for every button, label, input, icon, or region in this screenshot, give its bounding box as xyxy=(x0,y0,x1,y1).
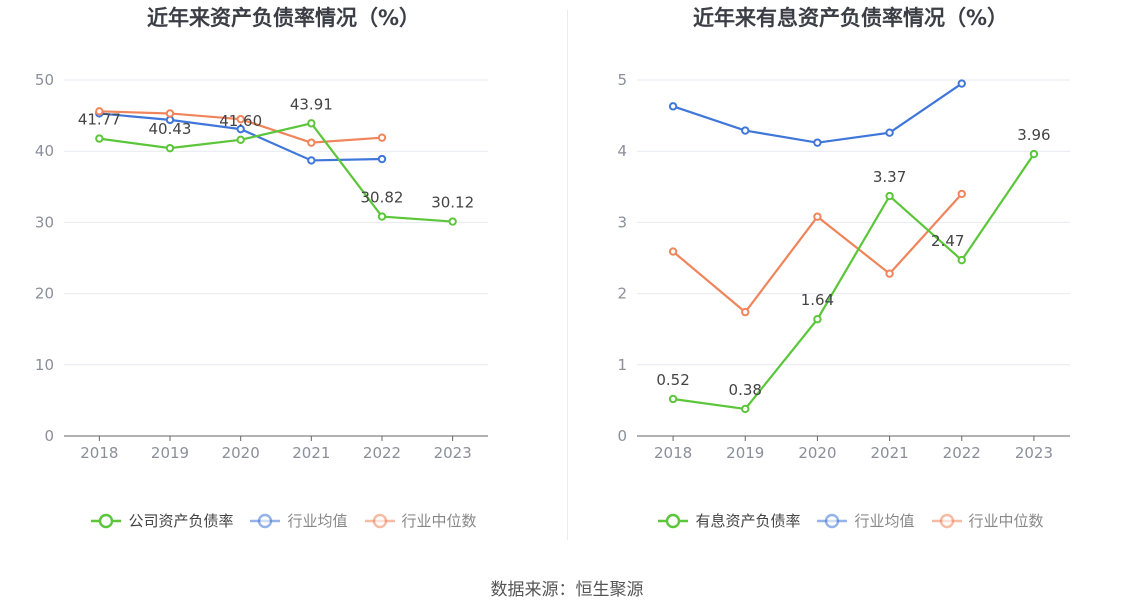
data-point xyxy=(377,212,387,221)
y-tick-label: 2 xyxy=(617,285,627,303)
data-point xyxy=(307,119,316,128)
legend-marker-icon xyxy=(658,513,689,528)
legend-marker-icon xyxy=(250,513,281,528)
legend-item[interactable]: 公司资产负债率 xyxy=(90,510,233,531)
data-point xyxy=(377,133,387,142)
data-point xyxy=(448,217,457,226)
data-label: 3.37 xyxy=(873,168,906,186)
series-line xyxy=(672,153,1035,411)
legend-item[interactable]: 行业中位数 xyxy=(364,510,477,531)
data-label: 43.91 xyxy=(290,95,333,113)
legend: 有息资产负债率 行业均值 行业中位数 xyxy=(567,510,1134,531)
chart-title: 近年来有息资产负债率情况（%） xyxy=(692,6,1009,30)
y-tick-label: 30 xyxy=(35,213,54,231)
legend-label: 有息资产负债率 xyxy=(695,512,801,530)
x-tick-label: 2021 xyxy=(870,444,908,462)
data-point xyxy=(165,143,175,153)
data-label: 0.38 xyxy=(729,381,762,399)
series-line xyxy=(672,82,963,144)
data-point xyxy=(236,114,245,124)
data-point xyxy=(741,307,750,317)
legend-marker-icon xyxy=(91,513,122,528)
legend-marker-icon xyxy=(817,513,848,528)
data-point xyxy=(1029,149,1039,159)
x-tick-label: 2019 xyxy=(151,444,189,462)
data-point xyxy=(813,138,822,147)
data-point xyxy=(236,135,245,145)
legend-label: 行业中位数 xyxy=(968,512,1044,530)
data-label: 30.82 xyxy=(361,189,404,207)
data-label: 3.96 xyxy=(1017,126,1050,144)
x-tick-label: 2023 xyxy=(434,444,472,462)
y-tick-label: 0 xyxy=(617,427,627,445)
x-tick-label: 2021 xyxy=(292,444,330,462)
x-tick-label: 2018 xyxy=(80,444,118,462)
legend-label: 公司资产负债率 xyxy=(128,512,234,530)
legend-marker-icon xyxy=(931,513,962,528)
data-point xyxy=(885,191,894,201)
y-tick-label: 4 xyxy=(617,142,627,160)
y-tick-label: 50 xyxy=(35,71,54,89)
data-label: 2.47 xyxy=(931,232,964,250)
x-tick-label: 2019 xyxy=(726,444,764,462)
legend-marker-icon xyxy=(364,513,395,528)
x-tick-label: 2022 xyxy=(363,444,401,462)
chart-debt-ratio: 近年来资产负债率情况（%） 0 10 20 30 40 50 2018 2019 2020 202… xyxy=(0,0,567,560)
data-point xyxy=(377,154,387,164)
data-point xyxy=(957,255,966,265)
divider xyxy=(567,10,568,540)
data-point xyxy=(741,126,750,135)
legend-item[interactable]: 行业均值 xyxy=(816,510,915,531)
chart-interest-debt-ratio: 近年来有息资产负债率情况（%） 0 1 2 3 4 5 2018 2019 2020 2021 20… xyxy=(567,0,1134,560)
data-point xyxy=(813,212,822,221)
legend: 公司资产负债率 行业均值 行业中位数 xyxy=(0,510,567,531)
data-point xyxy=(307,156,316,165)
data-point xyxy=(165,109,175,118)
x-tick-label: 2018 xyxy=(654,444,692,462)
x-tick-label: 2020 xyxy=(222,444,260,462)
y-tick-label: 3 xyxy=(617,213,627,231)
data-point xyxy=(95,107,104,116)
legend-item[interactable]: 行业中位数 xyxy=(931,510,1044,531)
chart-title: 近年来资产负债率情况（%） xyxy=(146,6,421,30)
data-label: 1.64 xyxy=(801,291,834,309)
data-point xyxy=(307,138,316,147)
data-point xyxy=(957,79,966,88)
data-label: 41.60 xyxy=(219,112,262,130)
data-source: 数据来源：恒生聚源 xyxy=(490,580,644,600)
y-tick-label: 40 xyxy=(35,142,54,160)
data-point xyxy=(95,134,104,143)
x-tick-label: 2020 xyxy=(798,444,836,462)
legend-item[interactable]: 行业均值 xyxy=(249,510,348,531)
data-point xyxy=(957,189,966,199)
data-point xyxy=(813,315,822,324)
data-label: 30.12 xyxy=(431,194,474,212)
data-label: 0.52 xyxy=(656,371,689,389)
series-line xyxy=(99,122,453,223)
x-tick-label: 2022 xyxy=(943,444,981,462)
y-tick-label: 5 xyxy=(617,71,627,89)
y-tick-label: 1 xyxy=(617,356,627,374)
legend-item[interactable]: 有息资产负债率 xyxy=(657,510,800,531)
data-point xyxy=(668,102,678,111)
data-point xyxy=(885,269,894,278)
legend-label: 行业中位数 xyxy=(401,512,477,530)
plot-area: 0 1 2 3 4 5 2018 2019 2020 2021 2022 2023 0.52 0.38 1.… xyxy=(617,71,1070,462)
y-tick-label: 0 xyxy=(44,427,54,445)
plot-area: 0 10 20 30 40 50 2018 2019 2020 2021 2022 2023 41.77… xyxy=(35,71,488,462)
legend-label: 行业均值 xyxy=(287,512,348,530)
data-point xyxy=(668,247,678,256)
data-point xyxy=(668,394,678,404)
data-label: 40.43 xyxy=(149,120,192,138)
legend-label: 行业均值 xyxy=(854,512,915,530)
data-point xyxy=(885,128,894,137)
x-tick-label: 2023 xyxy=(1015,444,1053,462)
y-tick-label: 10 xyxy=(35,356,54,374)
y-tick-label: 20 xyxy=(35,285,54,303)
data-point xyxy=(236,124,245,134)
data-label: 41.77 xyxy=(78,111,121,129)
data-point xyxy=(741,404,750,414)
